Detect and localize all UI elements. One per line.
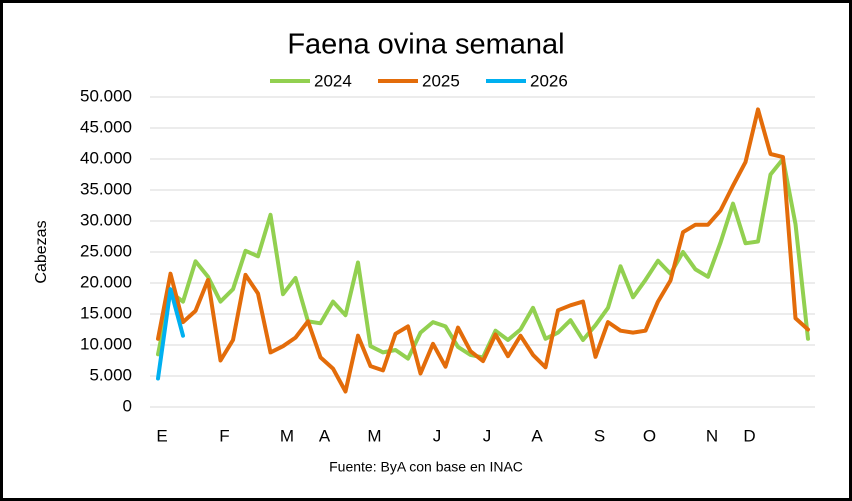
x-tick-label: J xyxy=(433,426,442,445)
x-tick-label: A xyxy=(319,426,331,445)
x-tick-label: A xyxy=(531,426,543,445)
x-tick-label: M xyxy=(280,426,294,445)
legend-label: 2026 xyxy=(530,71,568,90)
y-tick-label: 20.000 xyxy=(80,272,132,291)
y-axis-label: Cabezas xyxy=(33,220,50,283)
x-tick-label: O xyxy=(643,426,656,445)
legend-label: 2025 xyxy=(422,71,460,90)
y-tick-label: 45.000 xyxy=(80,117,132,136)
chart-title: Faena ovina semanal xyxy=(287,29,564,61)
x-tick-label: F xyxy=(219,426,229,445)
y-tick-label: 15.000 xyxy=(80,303,132,322)
x-tick-label: S xyxy=(594,426,605,445)
y-tick-label: 40.000 xyxy=(80,148,132,167)
y-tick-label: 30.000 xyxy=(80,210,132,229)
legend-label: 2024 xyxy=(314,71,352,90)
data-line xyxy=(156,287,185,381)
y-tick-label: 5.000 xyxy=(89,365,132,384)
y-tick-label: 10.000 xyxy=(80,334,132,353)
x-tick-label: D xyxy=(743,426,755,445)
x-tick-label: J xyxy=(483,426,492,445)
source-note: Fuente: ByA con base en INAC xyxy=(329,459,523,475)
y-tick-label: 25.000 xyxy=(80,241,132,260)
data-line xyxy=(156,107,810,394)
y-tick-label: 50.000 xyxy=(80,86,132,105)
y-tick-label: 35.000 xyxy=(80,179,132,198)
x-tick-label: N xyxy=(706,426,718,445)
y-tick-label: 0 xyxy=(123,396,132,415)
x-tick-label: E xyxy=(156,426,167,445)
x-tick-label: M xyxy=(367,426,381,445)
